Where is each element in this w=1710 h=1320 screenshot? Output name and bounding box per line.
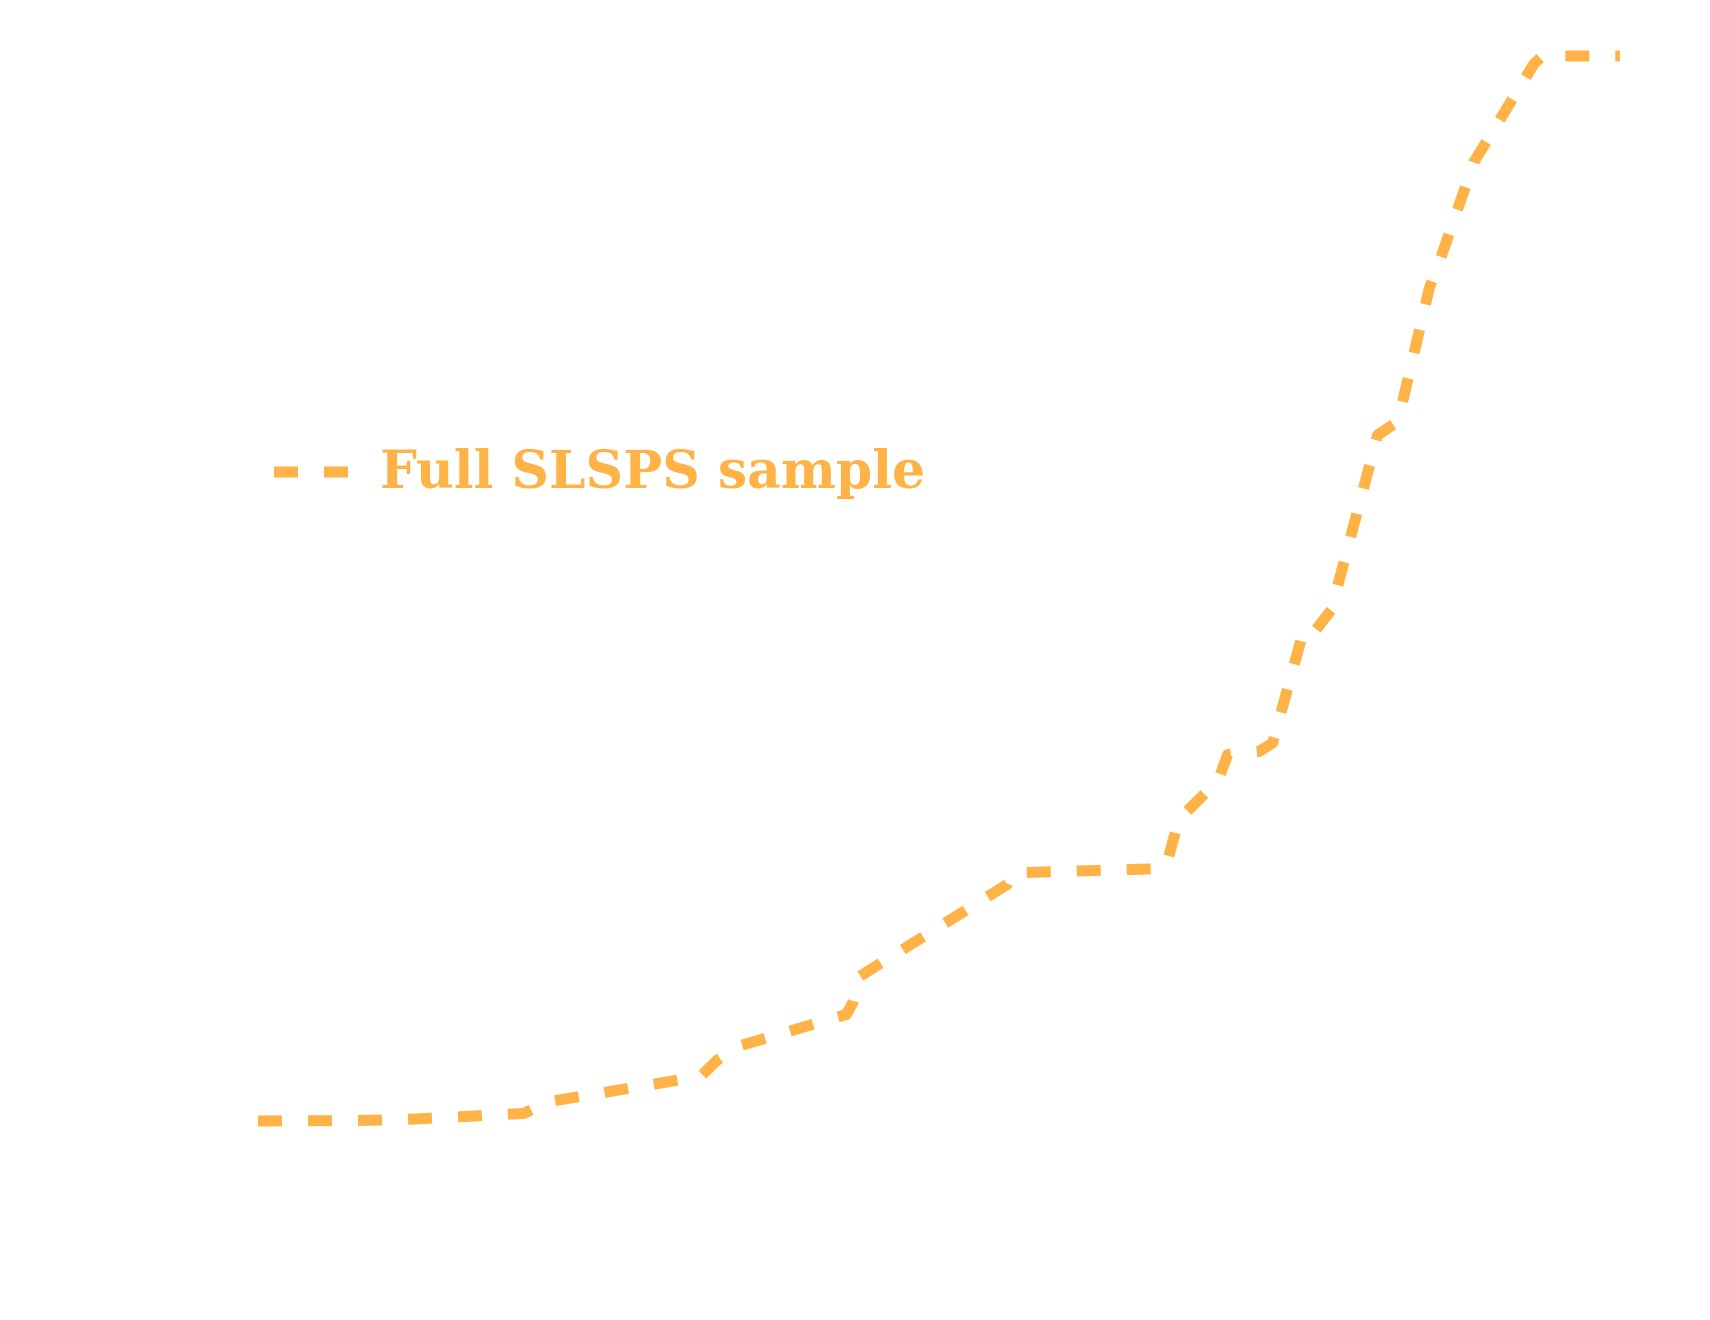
legend: Full SLSPS sample [274, 440, 925, 501]
legend-label-full-slsps-sample: Full SLSPS sample [380, 440, 925, 501]
series-line-0 [257, 50, 1620, 1127]
plot-area [257, 50, 1620, 1127]
